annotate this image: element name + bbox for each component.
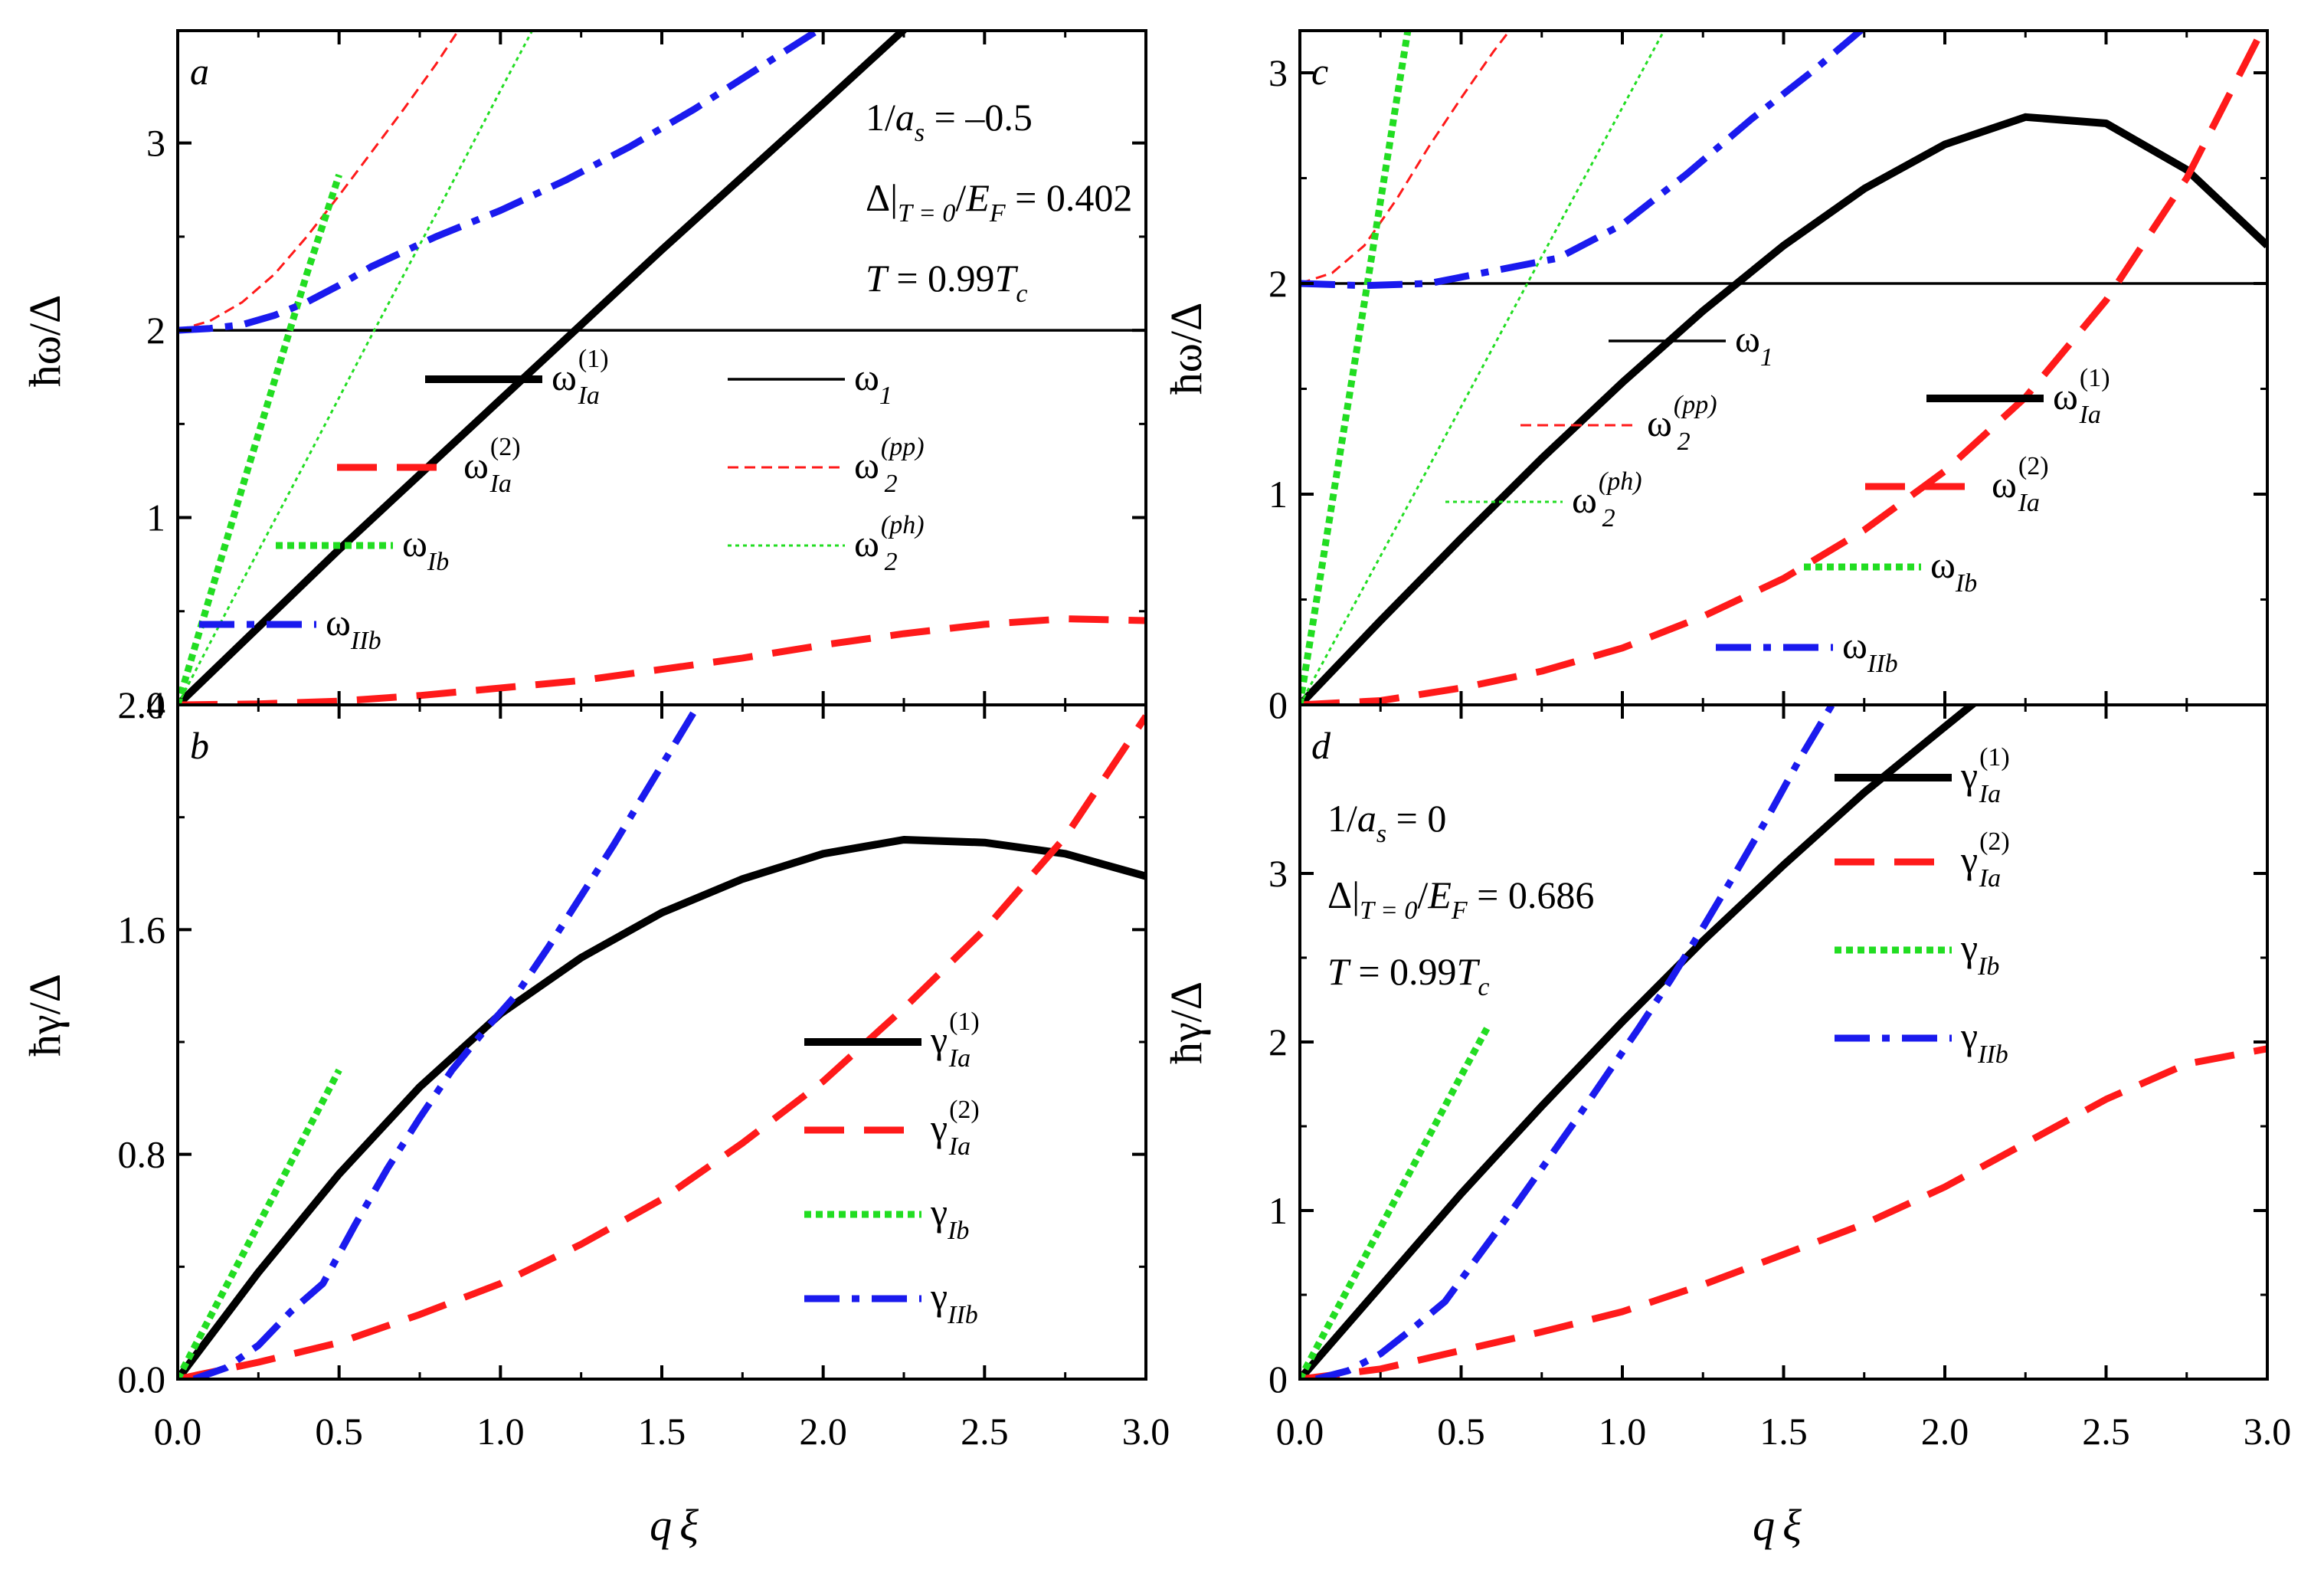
legend-label-a-4: ωIb [402,522,449,576]
xtick-label-b-2: 1.0 [476,1410,525,1453]
ytick-label-b-0: 0.0 [118,1358,166,1401]
series-line-a-2 [178,615,1146,705]
legend-label-a-2: ω(2) Ia [463,433,521,498]
annotation-a-0: 1/as = –0.5 [866,96,1033,147]
ytick-label-d-1: 1 [1268,1189,1288,1232]
series-line-c-2 [1300,31,2267,705]
legend-label-a-1: ω1 [854,356,892,410]
series-line-a-5 [178,31,534,705]
series-line-d-3 [1314,705,1836,1379]
annotation-a-1: Δ|T = 0/EF = 0.402 [866,176,1132,228]
xtick-label-d-4: 2.0 [1921,1410,1969,1453]
ytick-label-c-2: 2 [1268,262,1288,305]
xtick-label-b-5: 2.5 [961,1410,1009,1453]
panel-letter-d: d [1311,724,1331,767]
series-line-c-0 [1300,113,2267,705]
ytick-label-d-0: 0 [1268,1358,1288,1401]
legend-label-c-4: ω(2) Ia [1992,452,2049,517]
ytick-label-b-1: 0.8 [118,1133,166,1176]
annotation-d-1: Δ|T = 0/EF = 0.686 [1327,873,1594,925]
annotation-a-2: T = 0.99Tc [866,257,1027,308]
xtick-label-d-3: 1.5 [1759,1410,1808,1453]
panel-letter-b: b [190,724,209,767]
legend-label-c-3: ω(ph) 2 [1572,467,1642,532]
xtick-label-b-3: 1.5 [638,1410,686,1453]
series-group-d [1300,705,2267,1379]
ytick-label-a-2: 2 [146,309,165,352]
legend-label-a-3: ω(pp) 2 [854,433,925,498]
legend-label-c-2: ω(1) Ia [2053,364,2110,429]
legend-label-d-1: γ(2) Ia [1960,827,2010,893]
ytick-label-d-3: 3 [1268,852,1288,895]
series-line-d-1 [1300,1045,2267,1379]
xtick-label-b-6: 3.0 [1122,1410,1170,1453]
xtick-label-b-1: 0.5 [315,1410,363,1453]
ylabel-panel-c: ħω/Δ [1161,303,1211,395]
series-line-b-0 [178,836,1146,1379]
ylabel-panel-d: ħγ/Δ [1161,981,1211,1064]
legend-label-c-0: ω1 [1735,317,1773,372]
legend-label-a-0: ω(1) Ia [552,345,609,410]
panel-a: 0 1 2 3a 1/as = –0.5 Δ|T = 0/EF = 0.402 T = 0.… [146,29,1147,726]
ytick-label-a-3: 3 [146,122,165,165]
legend-label-a-5: ω(ph) 2 [854,511,925,576]
annotation-d-0: 1/as = 0 [1327,797,1446,848]
series-line-a-0 [178,31,909,705]
series-line-c-4 [1300,31,1412,705]
legend-label-a-6: ωIIb [326,601,381,655]
ytick-label-c-0: 0 [1268,683,1288,726]
ytick-label-a-1: 1 [146,496,165,539]
legend-label-d-3: γIIb [1960,1014,2008,1069]
xtick-label-d-5: 2.5 [2082,1410,2130,1453]
ytick-label-c-1: 1 [1268,473,1288,516]
ylabel-panel-b: ħγ/Δ [20,974,70,1057]
series-line-a-6 [178,31,824,334]
annotation-d-2: T = 0.99Tc [1327,950,1489,1001]
series-line-c-6 [1300,31,1866,290]
xtick-label-d-2: 1.0 [1599,1410,1647,1453]
series-line-b-2 [178,1068,342,1379]
panel-letter-a: a [190,50,209,93]
series-line-d-0 [1300,705,1979,1379]
xtick-label-b-4: 2.0 [799,1410,847,1453]
ytick-label-c-3: 3 [1268,51,1288,94]
panel-d: 0 1 2 3 0.0 0.5 1.0 1.5 2.0 2.5 3.0 d 1/as = 0 Δ|T = … [1268,703,2292,1453]
ytick-label-b-2: 1.6 [118,908,166,951]
panel-letter-c: c [1311,50,1328,93]
series-line-c-3 [1300,31,1511,285]
legend-label-c-6: ωIIb [1842,624,1898,678]
legend-label-b-1: γ(2) Ia [930,1096,980,1161]
ytick-label-d-2: 2 [1268,1021,1288,1063]
legend-label-b-0: γ(1) Ia [930,1008,980,1073]
legend-label-c-5: ωIb [1930,543,1977,598]
series-group-c [1300,31,2267,705]
panel-b: 0.0 0.8 1.6 2.4 0.0 0.5 1.0 1.5 2.0 2.5 3.0 b γ(1) Ia… [118,683,1170,1453]
xtick-label-d-6: 3.0 [2244,1410,2292,1453]
xtick-label-d-1: 0.5 [1437,1410,1485,1453]
xtick-label-b-0: 0.0 [154,1410,202,1453]
ytick-label-b-3: 2.4 [118,683,166,726]
series-line-d-2 [1300,1027,1491,1379]
ylabel-panel-a: ħω/Δ [20,295,70,388]
legend-label-b-2: γIb [930,1191,969,1245]
legend-label-b-3: γIIb [930,1275,978,1329]
ytick-label-a-0: 0 [146,683,165,726]
legend-label-d-0: γ(1) Ia [1960,743,2010,808]
xtick-label-d-0: 0.0 [1276,1410,1324,1453]
series-group-a [178,31,1146,705]
series-line-a-3 [178,31,460,332]
series-line-a-4 [178,173,342,705]
series-group-b [178,705,1146,1379]
legend-label-c-1: ω(pp) 2 [1647,391,1717,456]
series-line-b-3 [192,705,702,1379]
legend-label-d-2: γIb [1960,926,1999,981]
